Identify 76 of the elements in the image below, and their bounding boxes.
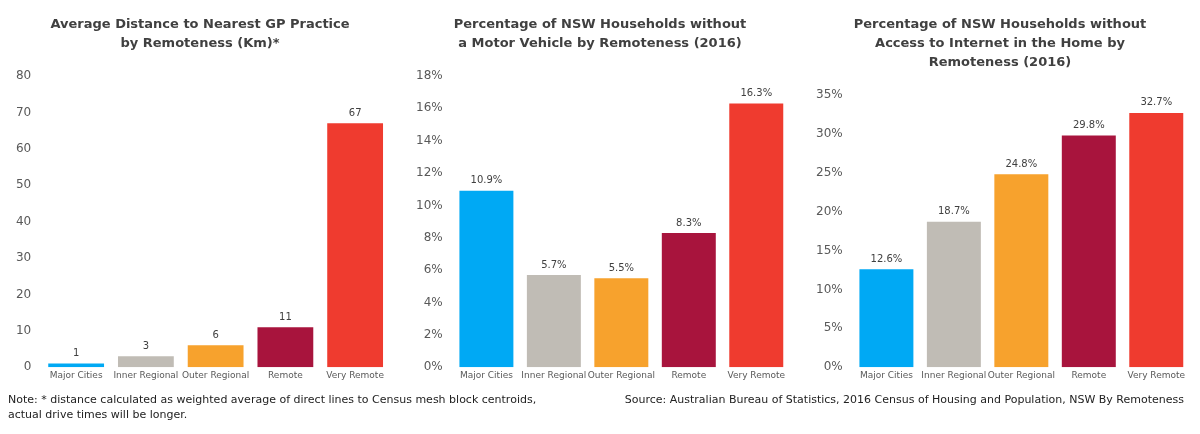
chart-title: Average Distance to Nearest GP Practice by Remoteness (Km)*	[50, 15, 350, 52]
source-note: Source: Australian Bureau of Statistics, 2016 Census of Housing and Population, NSW By Remoteness	[624, 392, 1184, 408]
y-tick-label: 80	[15, 68, 32, 83]
bar	[926, 221, 981, 368]
bar	[1129, 112, 1184, 368]
y-tick-label: 5%	[823, 320, 843, 335]
data-label: 16.3%	[740, 87, 773, 99]
bar	[187, 345, 244, 368]
y-tick-label: 10%	[816, 281, 843, 296]
x-tick-label: Very Remote	[727, 369, 786, 380]
data-label: 10.9%	[470, 174, 503, 186]
x-tick-label: Remote	[268, 369, 304, 380]
y-tick-label: 12%	[416, 165, 443, 180]
y-tick-label: 10	[15, 322, 32, 337]
y-tick-label: 25%	[816, 164, 843, 179]
data-label: 5.7%	[541, 258, 567, 270]
data-label: 5.5%	[608, 261, 635, 273]
data-label: 6	[212, 328, 219, 340]
data-label: 8.3%	[676, 216, 702, 228]
bar	[594, 278, 649, 368]
bar	[327, 123, 384, 368]
y-tick-label: 10%	[416, 197, 443, 212]
y-tick-label: 0%	[423, 359, 443, 374]
x-tick-label: Major Cities	[49, 369, 103, 380]
bar	[117, 356, 174, 368]
x-tick-label: Outer Regional	[587, 369, 655, 380]
x-tick-label: Outer Regional	[182, 369, 250, 380]
y-tick-label: 18%	[416, 68, 443, 83]
y-tick-label: 35%	[816, 87, 843, 102]
chart-title: Percentage of NSW Households without a Motor Vehicle by Remoteness (2016)	[452, 15, 748, 52]
bar	[526, 274, 581, 368]
y-tick-label: 8%	[423, 229, 443, 244]
x-tick-label: Remote	[671, 369, 707, 380]
y-tick-label: 20	[15, 286, 32, 301]
y-tick-label: 40	[15, 213, 32, 228]
x-tick-label: Inner Regional	[521, 369, 587, 380]
x-tick-label: Major Cities	[859, 369, 914, 380]
x-tick-label: Inner Regional	[113, 369, 179, 380]
y-tick-label: 16%	[416, 100, 443, 115]
x-tick-label: Remote	[1071, 369, 1107, 380]
y-tick-label: 15%	[816, 242, 843, 257]
data-label: 3	[142, 339, 150, 351]
y-tick-label: 14%	[416, 132, 443, 147]
y-tick-label: 30%	[816, 126, 843, 141]
data-label: 12.6%	[870, 252, 903, 264]
data-label: 24.8%	[1005, 157, 1038, 169]
bar	[994, 174, 1049, 368]
chart-title: Percentage of NSW Households without Access to Internet in the Home by Remoteness (2016)	[852, 15, 1148, 71]
bar	[859, 269, 914, 368]
x-tick-label: Inner Regional	[921, 369, 987, 380]
y-tick-label: 50	[15, 177, 32, 192]
bar	[661, 232, 716, 368]
y-tick-label: 2%	[423, 326, 443, 341]
data-label: 32.7%	[1140, 96, 1173, 108]
data-label: 11	[279, 310, 292, 322]
data-label: 67	[348, 106, 362, 118]
y-tick-label: 6%	[423, 262, 443, 277]
bar	[459, 190, 514, 368]
y-tick-label: 4%	[423, 294, 443, 309]
data-label: 29.8%	[1072, 119, 1105, 131]
y-tick-label: 60	[15, 140, 32, 155]
x-tick-label: Very Remote	[1127, 369, 1186, 380]
bar	[257, 327, 314, 368]
x-tick-label: Very Remote	[326, 369, 385, 380]
bar	[1061, 135, 1116, 368]
bar	[729, 103, 784, 368]
x-tick-label: Outer Regional	[987, 369, 1055, 380]
y-tick-label: 0	[23, 359, 32, 374]
text: Note: * distance calculated as weighted average of direct lines to Census mesh block centroids, actual drive times will be longer.	[8, 392, 538, 422]
data-label: 1	[72, 347, 80, 359]
y-tick-label: 30	[15, 250, 32, 265]
data-label: 18.7%	[937, 205, 970, 217]
y-tick-label: 70	[15, 104, 32, 119]
x-tick-label: Major Cities	[459, 369, 514, 380]
y-tick-label: 20%	[816, 203, 843, 218]
y-tick-label: 0%	[823, 359, 843, 374]
